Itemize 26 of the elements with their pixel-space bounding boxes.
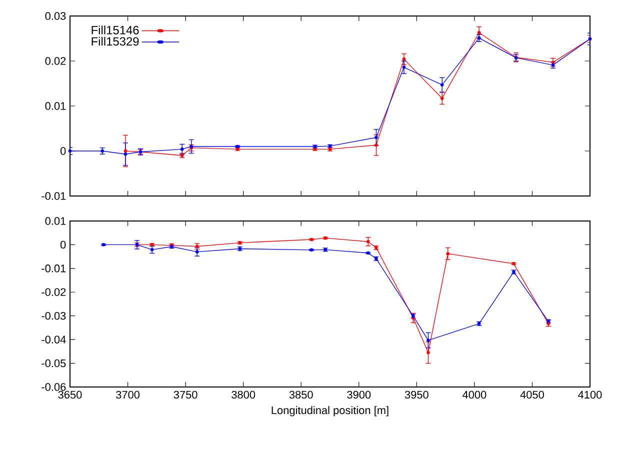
x-tick-label: 3950 xyxy=(404,390,428,399)
y-tick-label: -0.02 xyxy=(42,288,66,296)
legend-label: Fill15329 xyxy=(92,36,139,46)
y-tick-label: 0.01 xyxy=(45,217,66,225)
x-tick-label: 3700 xyxy=(116,390,140,399)
y-tick-label: -0.04 xyxy=(42,336,66,344)
x-axis-title: Longitudinal position [m] xyxy=(272,406,388,416)
x-tick-label: 3650 xyxy=(58,390,82,399)
x-tick-label: 4100 xyxy=(578,390,602,399)
y-tick-label: 0 xyxy=(60,147,66,155)
y-tick-label: -0.05 xyxy=(42,359,66,368)
y-tick-label: 0.03 xyxy=(45,12,66,20)
y-tick-label: -0.01 xyxy=(42,192,66,200)
y-tick-label: 0.01 xyxy=(45,102,66,110)
legend-label: Fill15146 xyxy=(92,26,139,34)
y-tick-label: -0.03 xyxy=(42,312,66,320)
x-tick-label: 3850 xyxy=(289,390,313,399)
x-tick-label: 3750 xyxy=(174,390,198,399)
x-tick-label: 3900 xyxy=(347,390,371,399)
y-tick-label: -0.01 xyxy=(42,264,66,272)
x-tick-label: 4000 xyxy=(462,390,486,399)
y-tick-label: -0.06 xyxy=(42,383,66,391)
y-tick-label: 0 xyxy=(60,240,66,249)
x-tick-label: 4050 xyxy=(520,390,544,399)
y-tick-label: 0.02 xyxy=(45,57,66,65)
x-tick-label: 3800 xyxy=(232,390,256,399)
